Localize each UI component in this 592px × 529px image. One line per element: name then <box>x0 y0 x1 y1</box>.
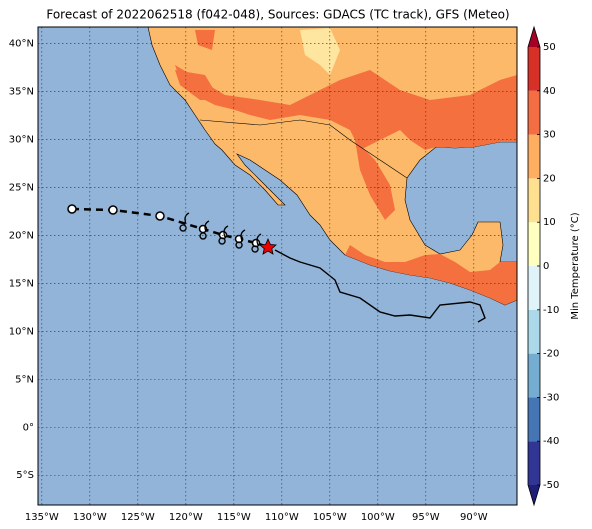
colorbar-segment <box>528 266 540 310</box>
y-tick-label: 5°S <box>16 470 34 481</box>
warm-region <box>345 245 517 305</box>
colorbar-segment <box>528 90 540 135</box>
boundary-line <box>274 249 486 323</box>
colorbar-tick-label: -10 <box>543 305 559 316</box>
map-title: Forecast of 2022062518 (f042-048), Sourc… <box>46 8 509 22</box>
colorbar-extend-top <box>528 27 540 47</box>
colorbar-segment <box>528 397 540 442</box>
current-position <box>259 237 277 255</box>
warm-region <box>175 70 220 100</box>
colorbar-segment <box>528 441 540 485</box>
y-tick-label: 35°N <box>9 86 34 97</box>
colorbar-tick-label: 40 <box>543 86 556 97</box>
x-tick-label: 130°W <box>73 512 107 523</box>
warm-region <box>355 140 395 220</box>
colorbar-tick-label: 20 <box>543 173 556 184</box>
colorbar-segment <box>528 178 540 223</box>
y-tick-label: 40°N <box>9 38 34 49</box>
x-tick-label: 125°W <box>121 512 155 523</box>
x-tick-label: 105°W <box>313 512 347 523</box>
colorbar-tick-label: 10 <box>543 217 556 228</box>
plot-frame <box>37 26 518 506</box>
y-tick-label: 5°N <box>15 374 34 385</box>
colorbar-segment <box>528 353 540 398</box>
y-tick-label: 15°N <box>9 278 34 289</box>
colorbar-extend-bottom <box>528 485 540 505</box>
colorbar-segment <box>528 222 540 266</box>
x-tick-label: 100°W <box>361 512 395 523</box>
colorbar-segment <box>528 134 540 179</box>
y-tick-label: 25°N <box>9 182 34 193</box>
warm-region <box>175 65 517 150</box>
colorbar-segment <box>528 309 540 354</box>
x-tick-label: 120°W <box>169 512 203 523</box>
y-tick-label: 30°N <box>9 134 34 145</box>
x-tick-label: 95°W <box>412 512 440 523</box>
colorbar-segment <box>528 47 540 91</box>
colorbar: -50 -40 -30 -20 -10 0 10 20 30 40 50 Min Temperatur… <box>527 25 581 507</box>
colorbar-tick-label: -50 <box>543 480 559 491</box>
border <box>199 119 408 179</box>
storm-symbols <box>179 212 262 253</box>
colorbar-tick-label: 50 <box>543 42 556 53</box>
colorbar-tick-label: -40 <box>543 436 559 447</box>
y-tick-label: 20°N <box>9 230 34 241</box>
x-tick-label: 110°W <box>265 512 299 523</box>
colorbar-label: Min Temperature (°C) <box>570 212 581 319</box>
map-area <box>38 27 517 505</box>
y-tick-label: 0° <box>23 422 34 433</box>
x-tick-label: 90°W <box>460 512 488 523</box>
colorbar-tick-label: 0 <box>543 261 549 272</box>
warm-region <box>195 30 215 50</box>
colorbar-tick-label: 30 <box>543 130 556 141</box>
x-tick-label: 115°W <box>217 512 251 523</box>
colorbar-tick-label: -20 <box>543 349 559 360</box>
y-tick-label: 10°N <box>9 326 34 337</box>
colorbar-tick-label: -30 <box>543 392 559 403</box>
x-tick-label: 135°W <box>25 512 59 523</box>
